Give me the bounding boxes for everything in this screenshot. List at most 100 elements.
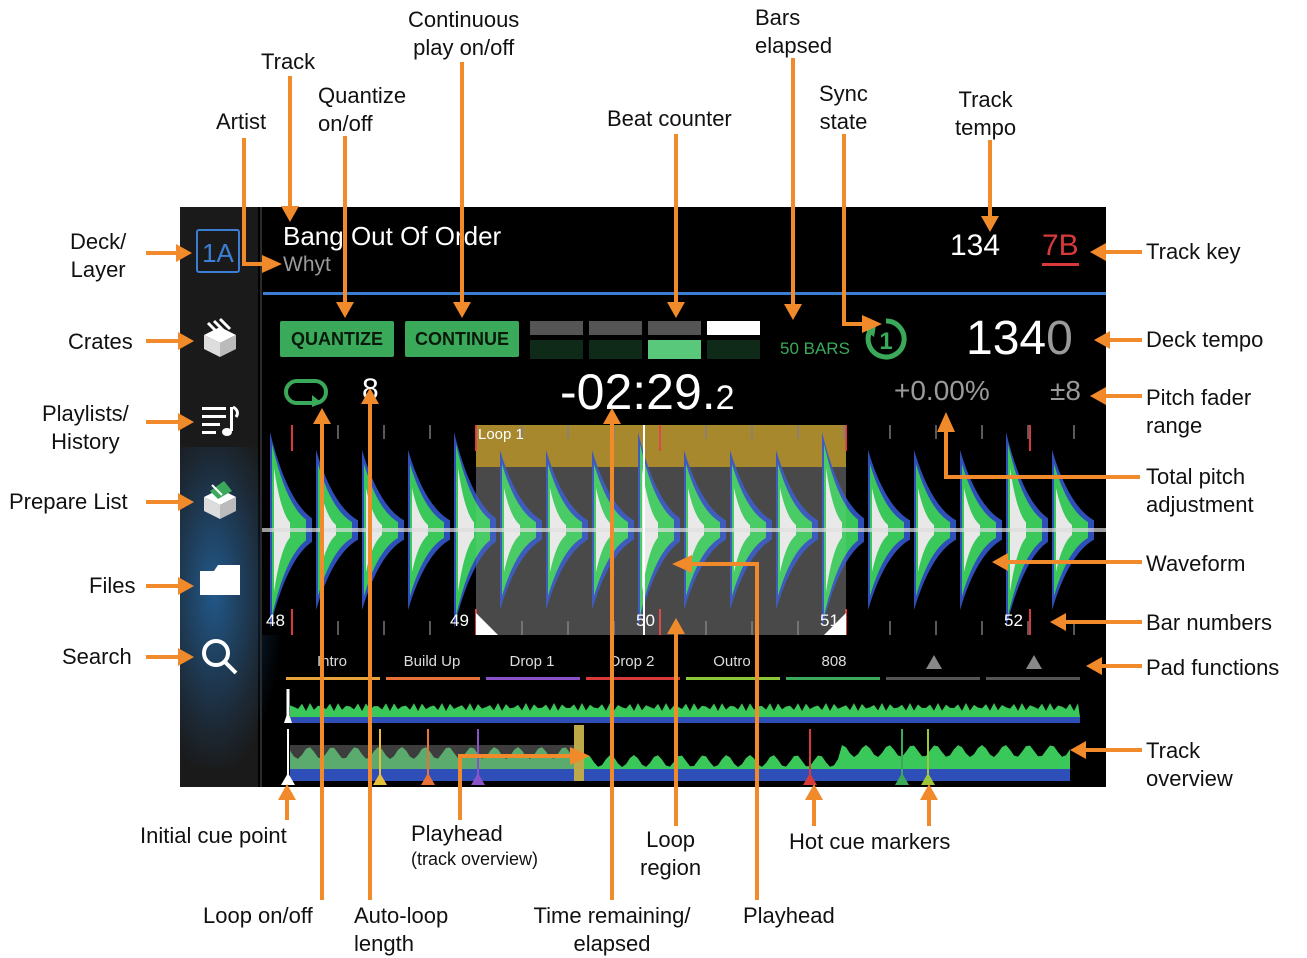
callout-text: Deck/ Layer <box>70 229 127 282</box>
waveform[interactable] <box>262 425 1106 635</box>
overview-strip-base <box>290 717 1080 723</box>
pad-color-line <box>586 677 680 680</box>
time-main: -02:29. <box>560 364 716 420</box>
loop-tint <box>476 425 846 635</box>
pad-label[interactable]: Intro <box>316 653 347 670</box>
bar-number: 49 <box>450 611 469 630</box>
beat-cell <box>648 321 701 335</box>
callout-playhead-overview: Playhead <box>411 821 503 846</box>
pad-label[interactable]: Drop 1 <box>509 653 555 670</box>
loop-icon[interactable] <box>282 377 330 407</box>
callout-bar-numbers: Bar numbers <box>1146 610 1272 635</box>
track-tempo: 134 <box>950 229 1001 262</box>
svg-text:1: 1 <box>879 328 892 355</box>
header-divider <box>263 292 1106 295</box>
pad-color-line <box>886 677 980 680</box>
callout-pad-functions: Pad functions <box>1146 655 1280 680</box>
pad-label[interactable]: 808 <box>821 653 847 670</box>
pad-label[interactable]: Drop 2 <box>609 653 655 670</box>
crates-icon[interactable] <box>198 317 242 361</box>
callout-files: Files <box>89 573 136 598</box>
track-key: 7B <box>1042 229 1079 266</box>
beat-cell <box>707 321 760 335</box>
callout-deck-tempo: Deck tempo <box>1146 327 1264 352</box>
callout-sync-state: Sync state <box>819 81 868 134</box>
beat-cell <box>648 340 701 359</box>
callout-beat-counter: Beat counter <box>607 106 732 131</box>
overview-played <box>290 745 580 769</box>
overview-strip-top <box>290 703 1080 717</box>
callout-continuous-play: Continuous play on/off <box>408 7 520 60</box>
track-title: Bang Out Of Order <box>283 221 502 251</box>
callout-total-pitch: Total pitch adjustment <box>1146 464 1254 517</box>
time-remaining[interactable]: -02:29.2 <box>560 363 735 421</box>
pad-color-line <box>386 677 480 680</box>
loop-label: Loop 1 <box>478 426 524 443</box>
overview-wave-base <box>290 769 1070 781</box>
callout-waveform: Waveform <box>1146 551 1246 576</box>
search-icon[interactable] <box>198 635 242 679</box>
callout-artist: Artist <box>216 109 267 134</box>
bar-number: 50 <box>636 611 655 630</box>
pad-label[interactable]: Outro <box>713 653 751 670</box>
beat-cell <box>589 321 642 335</box>
auto-loop-length[interactable]: 8 <box>362 373 379 406</box>
pad-color-line <box>686 677 780 680</box>
callout-auto-loop: Auto-loop length <box>354 903 449 956</box>
playlist-icon[interactable] <box>198 397 242 441</box>
callout-hot-cue-markers: Hot cue markers <box>789 829 951 854</box>
pad-label[interactable]: Build Up <box>403 653 461 670</box>
pad-color-line <box>786 677 880 680</box>
callout-loop-on-off: Loop on/off <box>203 903 313 928</box>
sidebar: 1A <box>180 207 280 787</box>
bars-elapsed: 50 BARS <box>780 339 850 358</box>
callout-playlists-history: Playlists/ History <box>42 401 129 454</box>
sidebar-divider <box>260 207 262 787</box>
prepare-list-icon[interactable] <box>198 477 242 521</box>
beat-counter <box>530 321 760 359</box>
callout-playhead: Playhead <box>743 903 835 928</box>
pitch-fader-range: ±8 <box>1050 375 1081 406</box>
callout-playhead-overview-sub: (track overview) <box>411 849 539 869</box>
quantize-button[interactable]: QUANTIZE <box>280 321 394 357</box>
overview-marker-tip <box>284 711 292 723</box>
bar-number: 48 <box>266 611 285 630</box>
loop-end-marker <box>824 613 846 635</box>
callout-deck-layer: Deck/ Layer <box>70 228 126 284</box>
sync-icon[interactable]: 1 <box>862 315 910 363</box>
continue-button[interactable]: CONTINUE <box>405 321 519 357</box>
hot-cue-marker <box>281 773 295 785</box>
track-overview[interactable] <box>280 685 1090 787</box>
callout-track: Track <box>261 49 316 74</box>
deck-screen: 1A <box>180 207 1106 787</box>
pad-color-line <box>986 677 1080 680</box>
hot-cue-marker <box>803 773 817 785</box>
pad-color-line <box>286 677 380 680</box>
pad-triangle-icon[interactable] <box>1026 655 1042 669</box>
pitch-adjustment: +0.00% <box>894 375 990 406</box>
deck-layer-badge[interactable]: 1A <box>196 229 240 273</box>
deck-tempo-main: 134 <box>966 312 1047 365</box>
callout-track-tempo: Track tempo <box>955 87 1017 140</box>
callout-quantize: Quantize on/off <box>318 83 407 136</box>
pad-color-line <box>486 677 580 680</box>
callout-bars-elapsed: Bars elapsed <box>755 5 833 58</box>
beat-cell <box>707 340 760 359</box>
callout-crates: Crates <box>68 329 133 354</box>
callout-pitch-fader-range: Pitch fader range <box>1146 385 1252 438</box>
callout-initial-cue: Initial cue point <box>140 823 287 848</box>
artist-name: Whyt <box>283 253 331 276</box>
loop-start-marker <box>476 613 498 635</box>
hot-cue-marker <box>895 773 909 785</box>
beat-cell <box>530 321 583 335</box>
callout-track-key: Track key <box>1146 239 1241 264</box>
folder-icon[interactable] <box>198 557 242 601</box>
pad-triangle-icon[interactable] <box>926 655 942 669</box>
waveform-center <box>262 528 1106 532</box>
callout-search: Search <box>62 644 132 669</box>
bar-number: 51 <box>820 611 839 630</box>
deck-tempo-decimal: 0 <box>1046 312 1073 365</box>
beat-cell <box>589 340 642 359</box>
callout-loop-region: Loop region <box>640 827 702 880</box>
hot-cue-marker <box>921 773 935 785</box>
